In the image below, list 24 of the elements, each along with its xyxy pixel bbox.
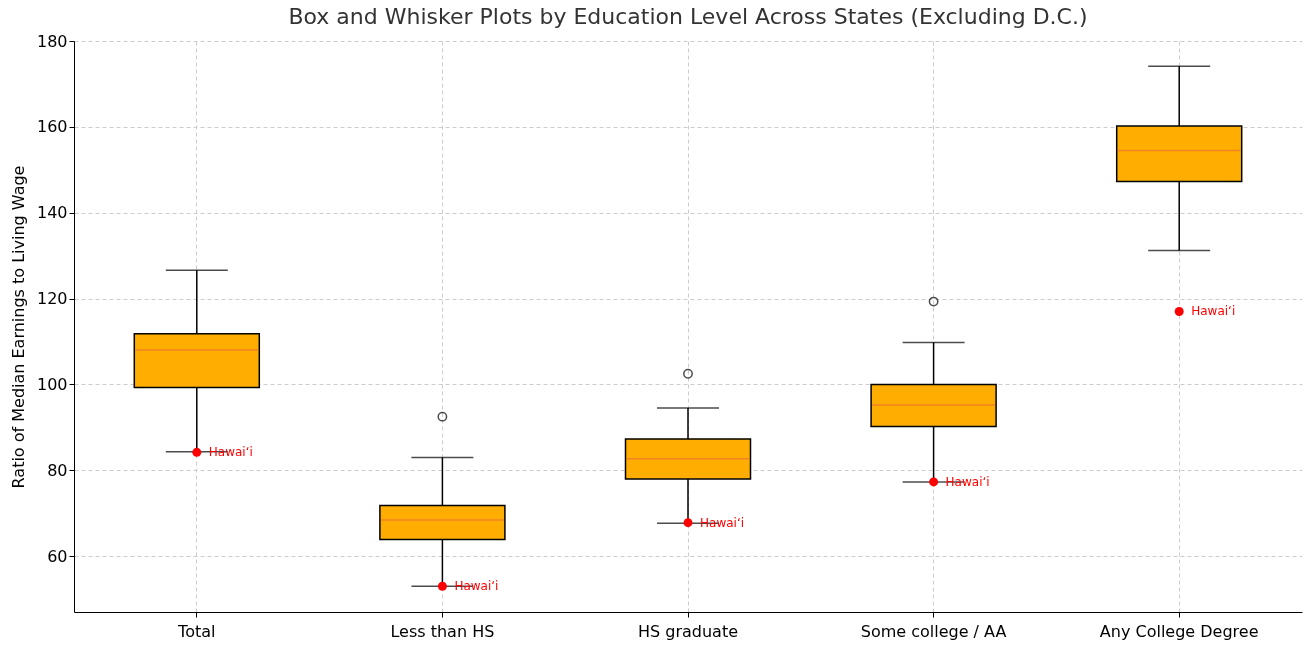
x-tick-label: Some college / AA bbox=[860, 621, 1007, 641]
y-tick-label: 140 bbox=[36, 203, 68, 223]
point bbox=[683, 518, 693, 528]
y-tick-label: 60 bbox=[47, 546, 68, 566]
point bbox=[929, 477, 939, 487]
annotation: Hawaiʻi bbox=[208, 445, 253, 460]
y-tick-label: 80 bbox=[47, 460, 68, 480]
x-tick-label: HS graduate bbox=[637, 621, 739, 641]
x-tick-label: Any College Degree bbox=[1099, 621, 1259, 641]
y-tick-label: 180 bbox=[36, 31, 68, 51]
y-tick-label: 120 bbox=[36, 289, 68, 309]
annotation: Hawaiʻi bbox=[454, 579, 499, 594]
y-tick-label: 160 bbox=[36, 117, 68, 137]
point bbox=[437, 581, 447, 591]
x-tick-label: Less than HS bbox=[390, 621, 495, 641]
point bbox=[192, 447, 202, 457]
y-tick-label: 100 bbox=[36, 374, 68, 394]
chart-title: Box and Whisker Plots by Education Level Across States (Excluding D.C.) bbox=[288, 4, 1088, 29]
x-tick-label: Total bbox=[177, 621, 216, 641]
annotation: Hawaiʻi bbox=[1191, 304, 1236, 319]
y-axis-title: Ratio of Median Earnings to Living Wage bbox=[8, 165, 28, 489]
annotation: Hawaiʻi bbox=[700, 515, 745, 530]
annotation: Hawaiʻi bbox=[945, 474, 990, 489]
point bbox=[1174, 307, 1184, 316]
